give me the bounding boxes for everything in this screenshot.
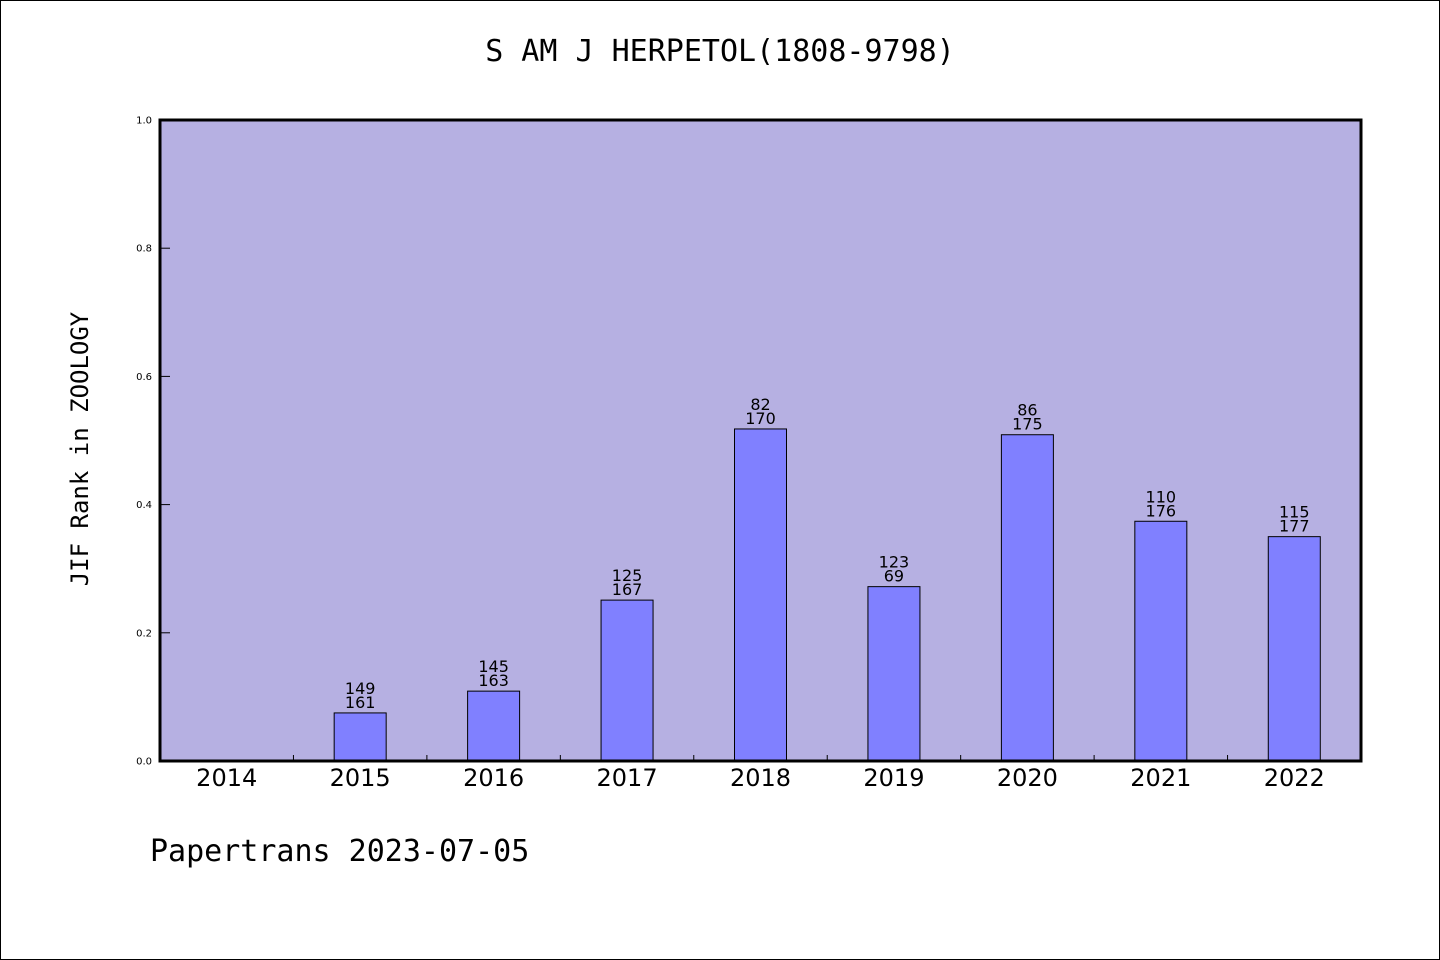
- bar-label-bottom-2021: 176: [1146, 501, 1177, 520]
- bar-2015: [333, 712, 387, 762]
- footer-text: Papertrans 2023-07-05: [150, 834, 530, 869]
- bar-2019: [867, 586, 921, 762]
- bar-label-bottom-2020: 175: [1012, 415, 1043, 434]
- bar-2018: [734, 428, 787, 762]
- bar-label-bottom-2017: 167: [612, 580, 643, 599]
- x-tick-label: 2019: [863, 764, 924, 792]
- bar-label-bottom-2019: 69: [884, 567, 904, 586]
- x-tick-label: 2015: [330, 764, 391, 792]
- x-tick-label: 2017: [597, 764, 658, 792]
- bar-label-top-2018: 82: [750, 395, 770, 414]
- bar-2021: [1134, 520, 1188, 762]
- y-tick-label: 0.0: [136, 757, 152, 768]
- bar-2017: [600, 599, 654, 762]
- bar-label-bottom-2015: 161: [345, 693, 376, 712]
- bar-2020: [1000, 434, 1054, 762]
- y-tick-label: 1.0: [136, 116, 152, 127]
- y-tick-label: 0.8: [136, 244, 152, 255]
- bar-label-top-2022: 115: [1279, 503, 1310, 522]
- x-tick-label: 2021: [1130, 764, 1191, 792]
- bar-2022: [1267, 536, 1321, 762]
- bar-label-top-2015: 149: [345, 679, 376, 698]
- bar-label-top-2016: 145: [478, 657, 509, 676]
- bar-label-top-2019: 123: [879, 553, 910, 572]
- plot-border: [158, 118, 1363, 763]
- x-tick-label: 2020: [997, 764, 1058, 792]
- x-tick-label: 2022: [1264, 764, 1325, 792]
- bar-label-bottom-2022: 177: [1279, 517, 1310, 536]
- chart-title: S AM J HERPETOL(1808-9798): [485, 34, 955, 69]
- bar-label-top-2017: 125: [612, 566, 643, 585]
- bar-label-bottom-2016: 163: [478, 671, 509, 690]
- x-tick-label: 2014: [196, 764, 257, 792]
- bar-label-top-2021: 110: [1146, 487, 1177, 506]
- bar-label-top-2020: 86: [1017, 401, 1037, 420]
- y-tick-label: 0.4: [136, 500, 152, 511]
- bar-2016: [467, 690, 521, 762]
- y-tick-label: 0.2: [136, 628, 152, 639]
- x-tick-label: 2018: [730, 764, 791, 792]
- y-tick-label: 0.6: [136, 372, 152, 383]
- bar-label-bottom-2018: 170: [745, 409, 776, 428]
- x-tick-label: 2016: [463, 764, 524, 792]
